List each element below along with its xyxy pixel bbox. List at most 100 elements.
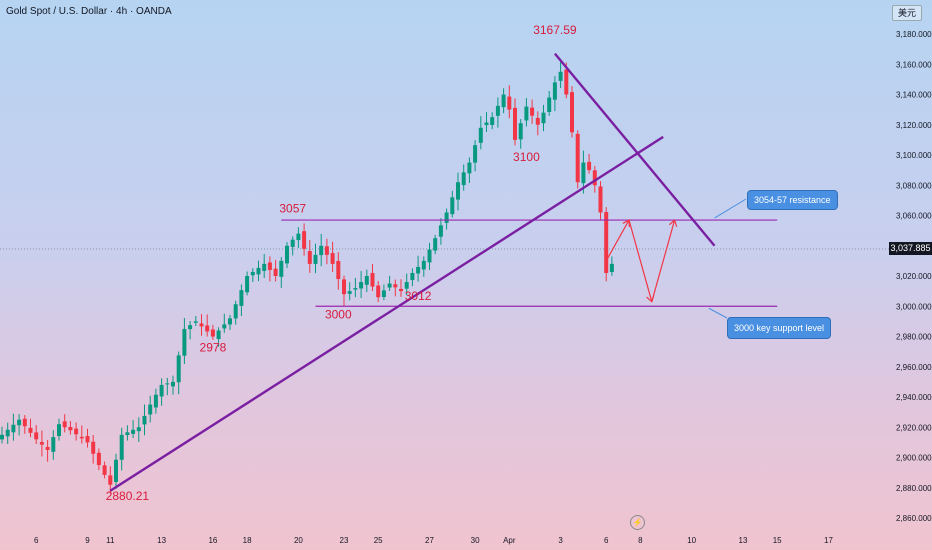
candle-body [324, 246, 329, 255]
candle-body [427, 249, 432, 263]
x-tick-label: 6 [34, 536, 39, 545]
candle-body [359, 282, 364, 289]
candle-body [490, 117, 495, 125]
candles [0, 60, 614, 494]
candle-body [85, 436, 90, 443]
y-tick-label: 2,880.000 [896, 484, 932, 493]
candle-body [51, 437, 56, 452]
candle-body [79, 436, 84, 439]
candle-body [387, 283, 392, 288]
candle-body [456, 182, 460, 200]
candle-body [28, 427, 33, 433]
projection-segment [651, 219, 676, 302]
candle-body [336, 260, 341, 280]
candle-body [273, 268, 278, 276]
candle-body [541, 112, 546, 124]
y-tick-label: 3,140.000 [896, 91, 932, 100]
candle-body [5, 429, 10, 437]
price-annotation: 2978 [200, 341, 227, 355]
x-tick-label: 9 [85, 536, 90, 545]
price-annotation: 3000 [325, 307, 352, 321]
price-annotation: 3167.59 [533, 23, 577, 37]
candle-body [399, 288, 403, 292]
candle-body [416, 266, 421, 274]
candle-body [444, 212, 449, 223]
y-tick-label: 3,120.000 [896, 121, 932, 130]
candle-body [592, 170, 597, 186]
candle-body [364, 276, 369, 285]
y-tick-label: 3,060.000 [896, 212, 932, 221]
candle-body [564, 69, 569, 95]
y-tick-label: 3,180.000 [896, 30, 932, 39]
x-tick-label: Apr [503, 536, 516, 545]
price-annotation: 3100 [513, 150, 540, 164]
overlays: 3167.59 3100 3057 3000 3012 2978 2880.21 [106, 23, 778, 503]
candle-body [467, 162, 472, 174]
falling-resistance-trendline [553, 52, 716, 247]
candle-body [558, 71, 563, 81]
candle-body [495, 105, 500, 116]
support-callout-pointer [708, 307, 728, 319]
chart-title: Gold Spot / U.S. Dollar · 4h · OANDA [6, 6, 172, 17]
candle-body [74, 428, 79, 435]
candle-body [153, 394, 158, 408]
candle-body [290, 239, 295, 247]
candle-body [518, 123, 523, 140]
candle-body [182, 328, 187, 356]
candle-body [39, 442, 44, 445]
x-tick-label: 20 [294, 536, 303, 545]
candle-body [119, 434, 124, 460]
candle-body [102, 465, 107, 475]
candle-body [279, 260, 284, 277]
x-tick-label: 11 [106, 536, 115, 545]
candle-body [57, 424, 61, 437]
candle-body [524, 106, 529, 121]
candle-body [245, 276, 250, 293]
candle-body [171, 381, 175, 387]
y-tick-label: 2,900.000 [896, 454, 932, 463]
y-tick-label: 3,020.000 [896, 272, 932, 281]
candle-body [587, 161, 592, 171]
candle-body [507, 96, 512, 110]
price-annotation: 2880.21 [106, 489, 150, 503]
candle-body [11, 424, 16, 433]
candle-body [262, 263, 267, 271]
candle-body [347, 291, 352, 294]
candle-body [22, 418, 27, 427]
candle-body [478, 127, 483, 143]
x-tick-label: 15 [773, 536, 782, 545]
candle-body [513, 107, 517, 140]
x-tick-label: 16 [208, 536, 217, 545]
candle-body [570, 92, 574, 133]
candle-body [188, 325, 193, 330]
candle-body [193, 321, 198, 323]
support-callout: 3000 key support level [727, 317, 832, 339]
resistance-callout-pointer [714, 198, 747, 219]
candle-body [313, 254, 318, 264]
candle-body [250, 271, 255, 276]
candle-body [267, 262, 272, 270]
candle-body [17, 419, 22, 426]
candle-body [461, 172, 466, 186]
y-tick-label: 2,980.000 [896, 333, 932, 342]
candle-body [0, 434, 4, 440]
candle-body [438, 225, 443, 237]
currency-button[interactable]: 美元 [892, 5, 922, 21]
rising-support-trendline [109, 135, 664, 492]
lightning-icon[interactable]: ⚡ [630, 515, 645, 530]
candle-body [199, 323, 204, 327]
candle-body [319, 245, 324, 256]
candle-body [581, 162, 586, 184]
candle-body [125, 432, 130, 436]
candle-body [530, 107, 535, 116]
projection-arrowhead [668, 218, 678, 227]
y-axis: 2,860.000 2,880.000 2,900.000 2,920.000 2,94… [896, 30, 932, 523]
candle-body [34, 432, 39, 440]
candle-body [307, 251, 312, 264]
candle-body [353, 288, 358, 290]
x-tick-label: 3 [558, 536, 563, 545]
x-tick-label: 6 [604, 536, 609, 545]
candle-body [575, 133, 580, 183]
candle-body [148, 404, 153, 415]
